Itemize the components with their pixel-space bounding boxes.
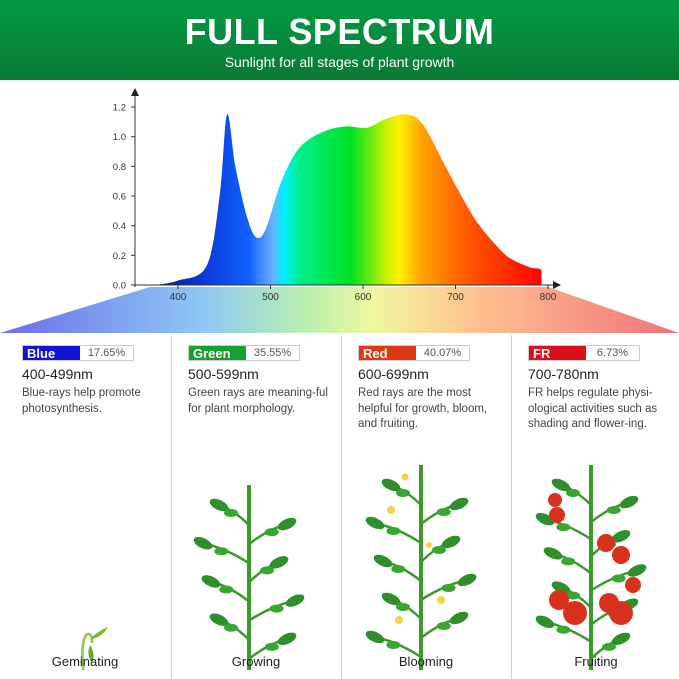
y-tick-label: 0.8 [113,162,126,173]
band-range: 400-499nm [22,366,93,382]
band-range: 500-599nm [188,366,259,382]
band-name: Green [189,346,246,361]
x-tick-label: 700 [447,292,464,303]
column-divider [171,335,172,679]
column-divider [341,335,342,679]
spectrum-curve [155,114,542,285]
band-name: Blue [23,346,80,361]
band-column-green: Green 35.55% 500-599nm Green rays are mea… [171,335,341,679]
band-percent: 35.55% [253,347,292,359]
growth-stage-label: Fruiting [574,654,618,669]
band-column-blue: Blue 17.65% 400-499nm Blue-rays help prom… [0,335,170,679]
band-description: Red rays are the most helpful for growth… [358,387,488,430]
band-range: 600-699nm [358,366,429,382]
x-tick-label: 400 [170,292,187,303]
band-description: Green rays are meaning-ful for plant mor… [188,387,328,415]
y-tick-label: 0.2 [113,251,126,262]
x-tick-label: 500 [262,292,279,303]
growth-stage-label: Blooming [398,654,454,669]
band-name: FR [529,346,586,361]
y-tick-label: 1.2 [113,103,126,114]
y-tick-label: 0.4 [113,221,126,232]
band-percent: 17.65% [87,347,126,359]
growth-stage-label: Geminating [51,654,119,669]
growth-stage-label: Growing [231,654,281,669]
y-tick-label: 0.0 [113,281,126,292]
page-subtitle: Sunlight for all stages of plant growth [224,54,455,70]
x-tick-label: 800 [540,292,557,303]
plant-illustration [81,627,108,670]
band-badge: FR 6.73% [528,345,640,361]
band-badge: Blue 17.65% [22,345,134,361]
band-badge: Green 35.55% [188,345,300,361]
band-percent: 6.73% [596,347,629,359]
plant-illustration [535,465,647,670]
band-percent: 40.07% [423,347,462,359]
spectrum-projection [0,287,679,333]
y-axis-arrow [131,88,139,96]
spectrum-chart: 400 500 600 700 800 0.0 0.2 0.4 0.6 0.8 1.0 1.2 [0,88,679,333]
band-badge: Red 40.07% [358,345,470,361]
plant-illustration [365,465,477,670]
y-tick-label: 1.0 [113,132,126,143]
y-tick-label: 0.6 [113,192,126,203]
page-title: FULL SPECTRUM [184,11,495,52]
band-description: Blue-rays help promote photosynthesis. [22,387,141,415]
header-banner: FULL SPECTRUM Sunlight for all stages of… [0,0,679,82]
band-range: 700-780nm [528,366,599,382]
band-column-fr: FR 6.73% 700-780nm FR helps regulate phys… [511,335,679,679]
band-description: FR helps regulate physi-ological activit… [528,387,658,430]
band-name: Red [359,346,416,361]
band-column-red: Red 40.07% 600-699nm Red rays are the mos… [341,335,511,679]
x-tick-label: 600 [355,292,372,303]
column-divider [511,335,512,679]
x-axis-arrow [553,281,561,289]
plant-illustration [193,485,305,670]
